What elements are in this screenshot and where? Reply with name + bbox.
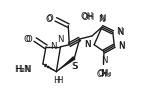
Text: O: O (46, 15, 53, 24)
Text: N: N (99, 14, 105, 24)
Text: H: H (56, 76, 62, 85)
Text: N: N (101, 56, 107, 65)
Text: OH: OH (80, 12, 94, 21)
Text: N: N (118, 42, 124, 51)
Text: N: N (57, 35, 64, 44)
Text: N: N (50, 42, 56, 51)
Text: H₂N: H₂N (15, 65, 31, 74)
Text: O: O (47, 14, 53, 23)
Text: S: S (72, 62, 77, 71)
Text: S: S (72, 62, 78, 71)
Text: N: N (100, 69, 107, 78)
Text: N: N (98, 15, 104, 24)
Text: N: N (84, 40, 90, 49)
Text: N: N (84, 40, 91, 49)
Text: N: N (116, 27, 123, 36)
Text: OH: OH (81, 13, 94, 22)
Text: CH₃: CH₃ (97, 69, 112, 78)
Text: N: N (117, 28, 123, 37)
Text: O: O (25, 35, 32, 44)
Text: O: O (24, 35, 31, 44)
Text: N: N (118, 41, 125, 50)
Text: H₂N: H₂N (14, 65, 31, 74)
Text: CH₃: CH₃ (96, 70, 111, 79)
Text: H: H (53, 76, 60, 85)
Polygon shape (56, 56, 76, 72)
